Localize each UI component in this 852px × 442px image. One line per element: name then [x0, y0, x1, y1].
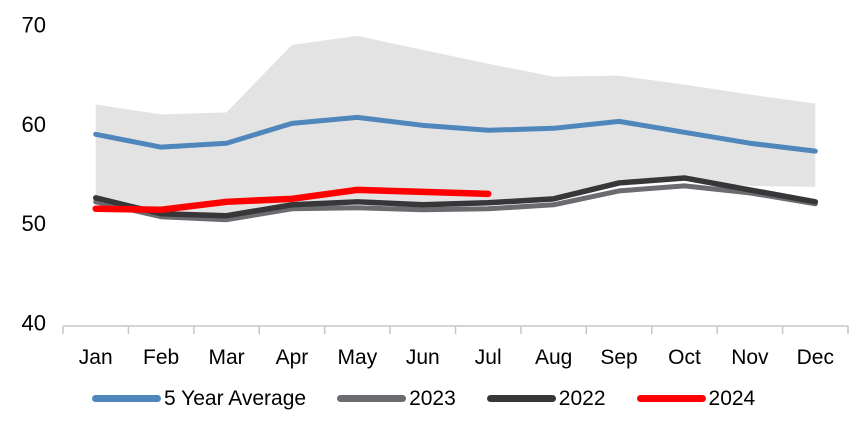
x-axis-label-apr: Apr [276, 346, 309, 369]
y-axis-label-40: 40 [22, 311, 46, 336]
y-axis-label-70: 70 [22, 13, 46, 38]
legend-item-2022: 2022 [486, 386, 606, 410]
y-axis-label-60: 60 [22, 112, 46, 137]
x-axis-label-mar: Mar [208, 346, 244, 369]
series-line-2024 [92, 186, 492, 214]
legend-item-5-year-average: 5 Year Average [92, 388, 306, 409]
x-axis-label-jan: Jan [79, 346, 113, 369]
x-axis-label-may: May [338, 346, 378, 369]
x-axis-label-nov: Nov [731, 346, 769, 369]
legend-label-5-year-average: 5 Year Average [164, 386, 307, 410]
legend-swatch-2023 [337, 394, 407, 402]
legend-label-2022: 2022 [558, 386, 606, 410]
legend-label-2024: 2024 [708, 386, 756, 410]
legend-label-2023: 2023 [409, 386, 456, 410]
legend-swatch-2024 [636, 394, 706, 402]
series-line-2022 [92, 175, 819, 219]
x-axis-label-jul: Jul [475, 346, 502, 369]
x-axis-label-dec: Dec [797, 346, 834, 369]
x-axis-label-oct: Oct [668, 346, 701, 369]
y-axis-label-50: 50 [22, 211, 46, 236]
legend-swatch-5-year-average [92, 394, 161, 402]
x-axis-label-feb: Feb [143, 346, 179, 369]
chart-legend: 5 Year Average 2023 2022 2024 [92, 384, 755, 412]
legend-item-2024: 2024 [636, 386, 756, 410]
x-axis-label-jun: Jun [406, 346, 440, 369]
legend-swatch-2022 [486, 394, 556, 402]
five-year-range-band [95, 35, 816, 214]
series-line-5-year-average [93, 114, 818, 154]
series-line-2023 [93, 183, 818, 223]
x-axis-label-sep: Sep [600, 346, 637, 369]
x-axis-label-aug: Aug [535, 346, 572, 369]
legend-item-2023: 2023 [337, 388, 456, 409]
